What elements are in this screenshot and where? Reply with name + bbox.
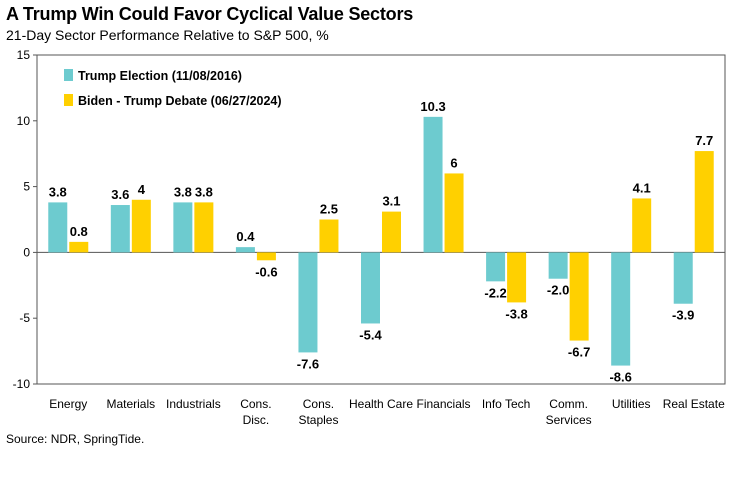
bar-debate xyxy=(632,198,652,253)
legend-label: Trump Election (11/08/2016) xyxy=(78,69,242,83)
data-label: -5.4 xyxy=(359,327,382,342)
bar-trump-election xyxy=(298,252,318,353)
y-tick-label: 0 xyxy=(23,245,30,259)
chart-title: A Trump Win Could Favor Cyclical Value S… xyxy=(6,4,414,24)
bar-trump-election xyxy=(611,252,631,366)
bar-debate xyxy=(194,202,214,253)
data-label: 0.8 xyxy=(70,224,88,239)
legend-swatch xyxy=(64,69,73,81)
y-tick-label: 5 xyxy=(23,180,30,194)
data-label: -8.6 xyxy=(609,370,631,385)
data-label: -0.6 xyxy=(255,264,277,279)
data-label: 6 xyxy=(450,155,457,170)
bar-debate xyxy=(131,199,151,253)
x-tick-label: Health Care xyxy=(349,397,413,411)
data-label: 10.3 xyxy=(420,99,445,114)
data-label: 3.6 xyxy=(111,187,129,202)
bar-trump-election xyxy=(110,205,130,253)
data-label: -3.8 xyxy=(505,306,527,321)
data-label: 4.1 xyxy=(633,180,651,195)
x-tick-label: Utilities xyxy=(612,397,651,411)
bar-trump-election xyxy=(486,252,506,282)
y-tick-label: -10 xyxy=(13,377,31,391)
data-label: -2.2 xyxy=(484,285,506,300)
plot-frame xyxy=(36,54,726,385)
x-tick-label: Energy xyxy=(49,397,87,411)
data-label: 0.4 xyxy=(236,229,255,244)
data-label: 3.8 xyxy=(174,184,192,199)
data-label: 3.1 xyxy=(382,194,400,209)
legend-swatch xyxy=(64,94,73,106)
bar-debate xyxy=(319,219,339,253)
data-label: 3.8 xyxy=(195,184,213,199)
bar-debate xyxy=(569,252,589,341)
bar-trump-election xyxy=(423,116,443,253)
x-tick-label: Cons. Staples xyxy=(298,397,338,427)
y-tick-label: 10 xyxy=(17,114,31,128)
x-tick-label: Info Tech xyxy=(482,397,530,411)
data-label: -2.0 xyxy=(547,283,569,298)
source-note: Source: NDR, SpringTide. xyxy=(6,432,145,446)
bar-trump-election xyxy=(173,202,193,253)
x-tick-label: Cons. Disc. xyxy=(240,397,271,427)
bar-trump-election xyxy=(548,252,568,279)
x-tick-label: Comm. Services xyxy=(546,397,592,427)
x-tick-label: Materials xyxy=(106,397,155,411)
legend-label: Biden - Trump Debate (06/27/2024) xyxy=(78,94,282,108)
bar-debate xyxy=(256,252,276,261)
bar-trump-election xyxy=(361,252,380,324)
bar-debate xyxy=(444,173,464,253)
bar-debate xyxy=(507,252,527,303)
data-label: -6.7 xyxy=(568,345,590,360)
bar-trump-election xyxy=(235,247,255,253)
bar-debate xyxy=(69,241,89,253)
chart-subtitle: 21-Day Sector Performance Relative to S&… xyxy=(6,27,329,43)
data-label: -7.6 xyxy=(297,356,319,371)
x-tick-label: Real Estate xyxy=(663,397,725,411)
x-tick-label: Industrials xyxy=(166,397,221,411)
bar-trump-election xyxy=(48,202,68,253)
bar-debate xyxy=(694,151,714,253)
bar-debate xyxy=(382,211,401,253)
data-label: 3.8 xyxy=(49,184,67,199)
data-label: 2.5 xyxy=(320,202,338,217)
x-tick-label: Financials xyxy=(417,397,471,411)
y-tick-label: 15 xyxy=(17,48,31,62)
data-label: -3.9 xyxy=(672,308,694,323)
data-label: 7.7 xyxy=(695,133,713,148)
bar-trump-election xyxy=(673,252,693,304)
y-tick-label: -5 xyxy=(19,311,30,325)
data-label: 4 xyxy=(138,182,146,197)
